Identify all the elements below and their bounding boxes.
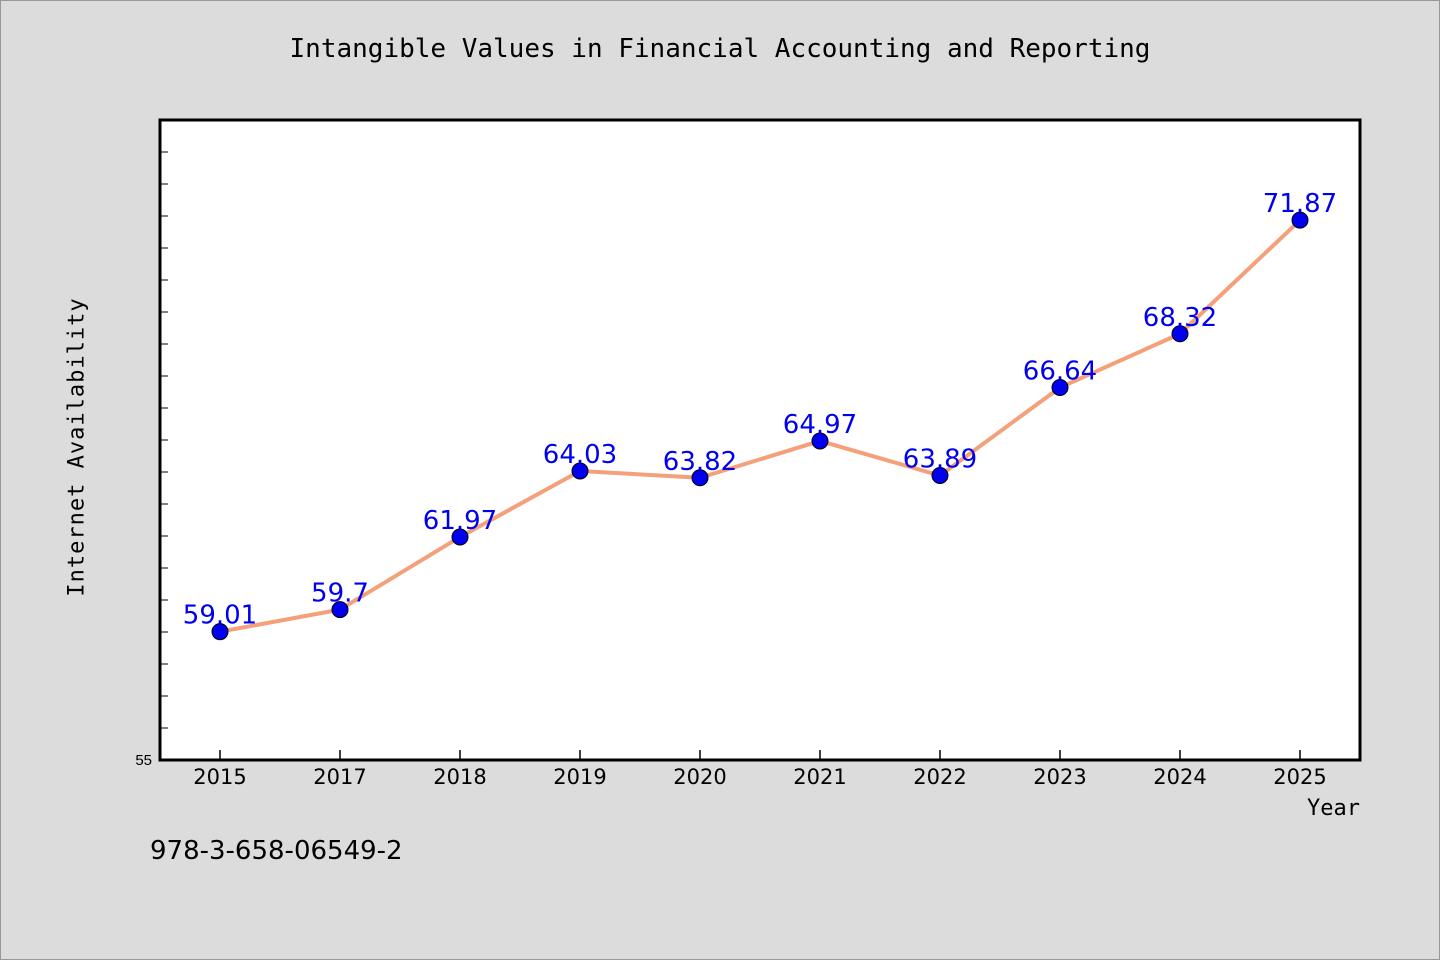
- data-point: [691, 469, 709, 487]
- data-point: [811, 432, 829, 450]
- data-label: 59.01: [183, 601, 257, 631]
- y-axis-ticks: 55: [135, 151, 168, 769]
- data-label: 63.89: [903, 445, 977, 475]
- data-label: 61.97: [423, 506, 497, 536]
- x-tick-label: 2018: [433, 765, 486, 789]
- data-point: [931, 467, 949, 485]
- data-label: 64.97: [783, 410, 857, 440]
- x-tick-label: 2023: [1033, 765, 1086, 789]
- x-tick-label: 2021: [793, 765, 846, 789]
- data-point: [331, 601, 349, 619]
- x-axis-label: Year: [1307, 796, 1360, 821]
- data-label: 64.03: [543, 440, 617, 470]
- x-tick-label: 2020: [673, 765, 726, 789]
- data-label: 68.32: [1143, 303, 1217, 333]
- data-point: [1051, 379, 1069, 397]
- data-points: [211, 211, 1309, 641]
- data-point: [1291, 211, 1309, 229]
- data-labels: 59.01 59.7 61.97 64.03 63.82 64.97 63.89 66.64 6…: [183, 189, 1337, 631]
- data-label: 71.87: [1263, 189, 1337, 219]
- x-axis-ticks: 2015 2017 2018 2019 2020 2021 2022 2023 2024 2025: [193, 750, 1327, 789]
- x-tick-label: 2015: [193, 765, 246, 789]
- series-line: [219, 218, 1302, 634]
- data-label: 59.7: [311, 579, 369, 609]
- data-label: 63.82: [663, 447, 737, 477]
- plot-area: [158, 118, 1362, 762]
- data-point: [211, 623, 229, 641]
- data-label: 66.64: [1023, 357, 1097, 387]
- data-point: [571, 462, 589, 480]
- data-point: [451, 528, 469, 546]
- isbn-text: 978-3-658-06549-2: [150, 836, 403, 866]
- y-tick-label: 55: [135, 752, 152, 769]
- x-tick-label: 2019: [553, 765, 606, 789]
- chart-title: Intangible Values in Financial Accountin…: [289, 34, 1151, 64]
- x-tick-label: 2025: [1273, 765, 1326, 789]
- x-tick-label: 2022: [913, 765, 966, 789]
- data-point: [1171, 325, 1189, 343]
- x-tick-label: 2024: [1153, 765, 1206, 789]
- x-tick-label: 2017: [313, 765, 366, 789]
